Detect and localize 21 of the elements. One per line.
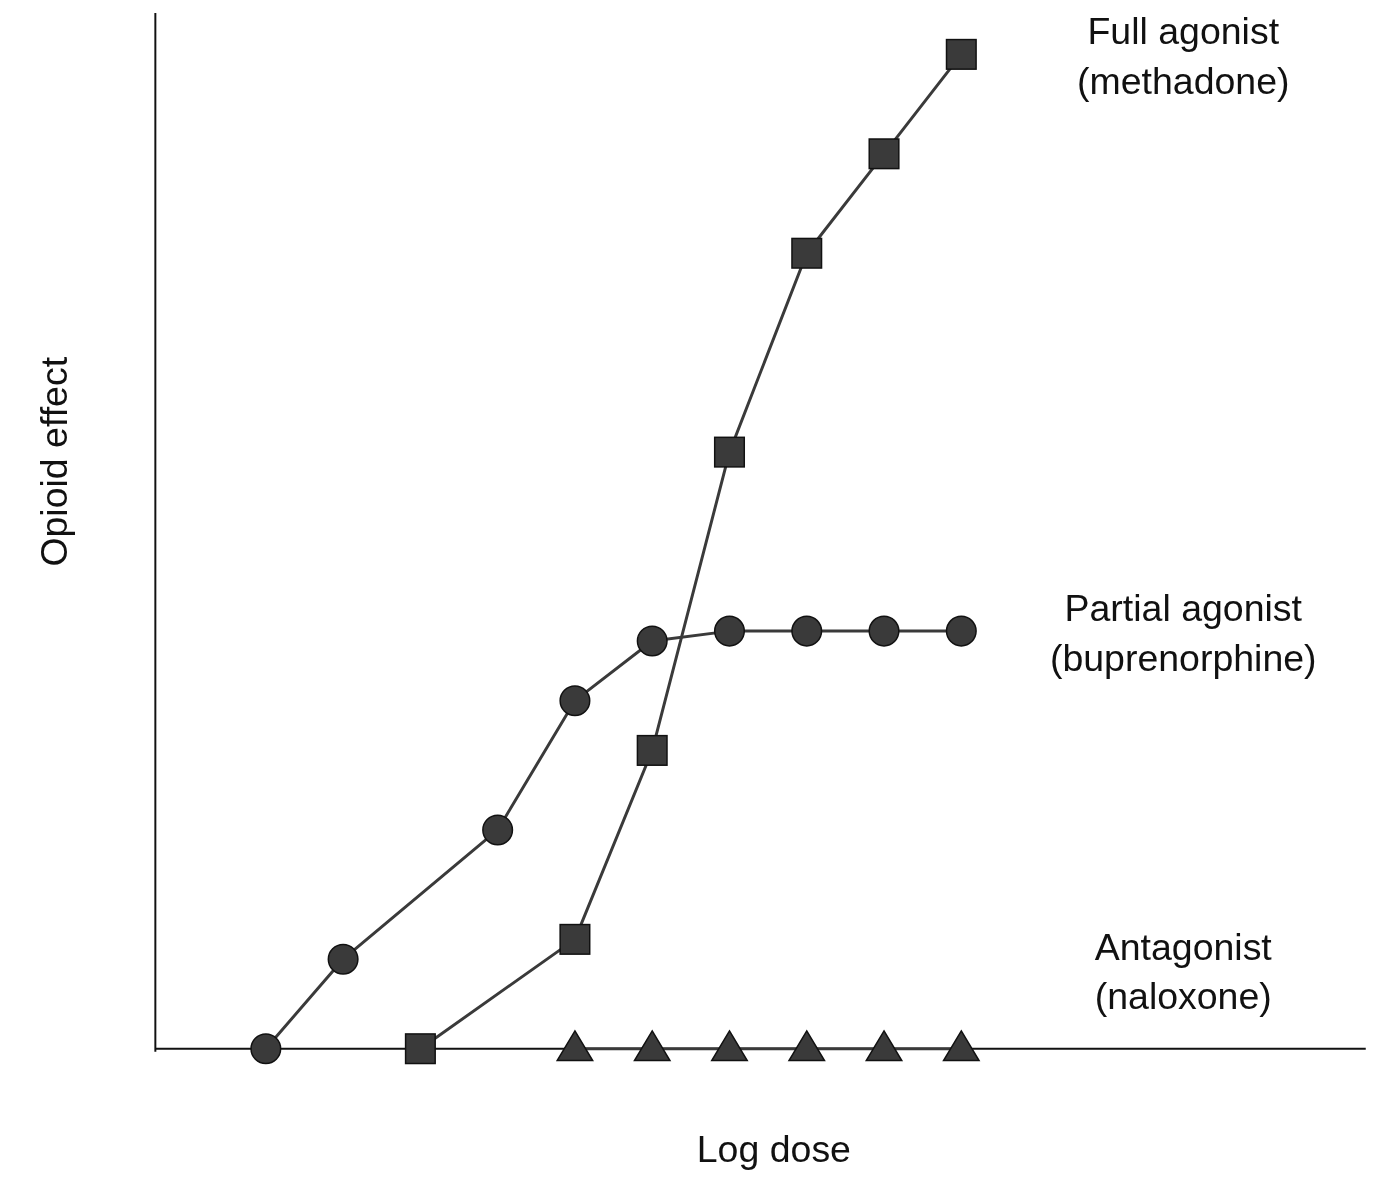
point	[559, 923, 591, 955]
point	[250, 1033, 282, 1065]
text: Full agonist (methadone)	[1077, 10, 1290, 102]
point	[868, 138, 900, 170]
point	[868, 615, 900, 647]
series-label: Partial agonist (buprenorphine)	[1049, 587, 1317, 679]
point	[791, 237, 823, 269]
point	[791, 615, 823, 647]
point	[636, 734, 668, 766]
point	[404, 1033, 436, 1065]
x-axis-title: Log dose	[696, 1128, 851, 1171]
point	[636, 625, 668, 657]
point	[713, 615, 746, 647]
point	[327, 943, 359, 975]
point	[945, 615, 977, 647]
y-axis-title: Opioid effect	[32, 356, 75, 567]
text: Antagonist (naloxone)	[1094, 925, 1273, 1018]
point	[482, 814, 514, 846]
point	[945, 38, 977, 70]
point	[713, 436, 746, 468]
point	[559, 685, 591, 717]
